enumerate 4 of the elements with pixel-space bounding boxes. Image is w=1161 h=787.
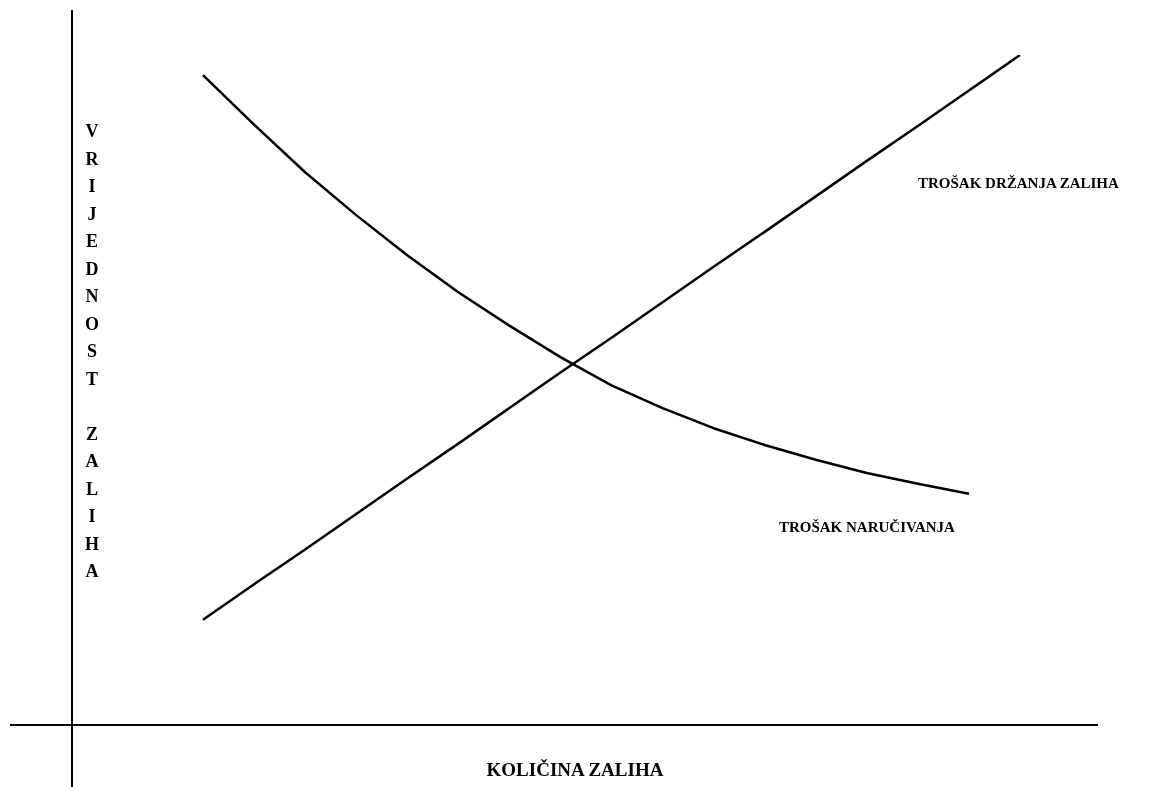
series-label: TROŠAK NARUČIVANJA [778, 518, 956, 535]
text: TROŠAK DRŽANJA ZALIHA [918, 175, 1120, 191]
x-axis-title: KOLIČINA ZALIHA [486, 759, 664, 780]
text: VRIJEDNOST ZALIHA [84, 121, 100, 581]
